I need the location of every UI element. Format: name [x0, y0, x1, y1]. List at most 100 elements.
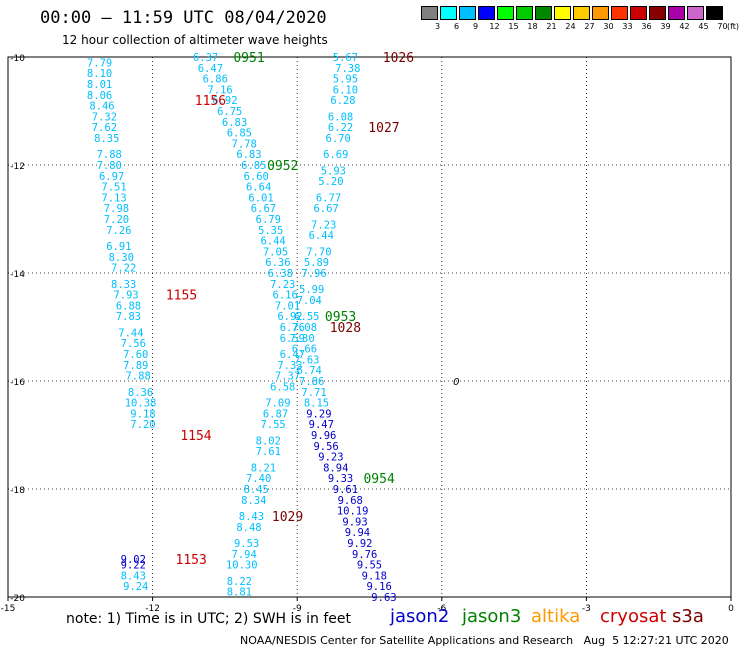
data-point-label: 7.96 [301, 268, 326, 280]
data-point-label: 7.09 [265, 398, 290, 410]
pass-time-label: 1027 [368, 121, 399, 136]
pass-time-label: 1153 [176, 553, 207, 568]
y-tick-label: -12 [10, 162, 25, 172]
data-point-label: 6.55 [294, 311, 319, 323]
data-point-label: 7.33 [277, 360, 302, 372]
colorbar-swatch [649, 6, 666, 20]
plot-frame [7, 56, 732, 598]
data-point-label: 6.64 [246, 182, 271, 194]
y-tick-label: -10 [10, 54, 25, 64]
data-point-label: 6.47 [280, 349, 305, 361]
x-tick-label: -15 [1, 604, 16, 614]
data-point-label: 5.35 [258, 225, 283, 237]
data-point-label: 10.38 [125, 398, 157, 410]
data-point-label: 7.94 [232, 549, 257, 561]
pass-time-label: 1029 [272, 510, 303, 525]
colorbar-swatch [554, 6, 571, 20]
data-point-label: 7.55 [260, 419, 285, 431]
colorbar-swatch [497, 6, 514, 20]
data-point-label: 5.67 [333, 52, 358, 64]
colorbar-label: 39 [660, 22, 671, 31]
data-point-label: 6.60 [244, 171, 269, 183]
data-point-label: 7.78 [232, 138, 257, 150]
data-point-label: 9.63 [371, 592, 396, 604]
data-point-label: 9.56 [313, 441, 338, 453]
data-point-label: 6.86 [203, 74, 228, 86]
colorbar-label: 3 [434, 22, 441, 31]
data-point-label: 5.99 [299, 284, 324, 296]
y-tick-label: -14 [10, 270, 25, 280]
data-point-label: 8.43 [239, 511, 264, 523]
data-point-label: 6.47 [198, 63, 223, 75]
data-point-label: 7.05 [263, 246, 288, 258]
data-point-label: 7.22 [111, 263, 136, 275]
data-point-label: 9.68 [338, 495, 363, 507]
data-point-label: 6.36 [265, 257, 290, 269]
data-point-label: 8.94 [323, 462, 348, 474]
colorbar-label: 15 [508, 22, 519, 31]
data-point-label: 7.60 [123, 349, 148, 361]
data-point-label: 6.92 [277, 311, 302, 323]
pass-time-label: 0951 [233, 51, 264, 66]
colorbar-label: 42 [679, 22, 690, 31]
data-point-label: 8.48 [236, 522, 261, 534]
data-point-label: 6.16 [273, 290, 298, 302]
data-point-label: 6.91 [106, 241, 131, 253]
chart-subtitle: 12 hour collection of altimeter wave hei… [62, 33, 328, 47]
data-point-label: 9.22 [121, 560, 146, 572]
data-point-label: 7.86 [299, 376, 324, 388]
data-point-label: 7.71 [301, 387, 326, 399]
colorbar-swatch [421, 6, 438, 20]
legend-entry-jason3: jason3 [462, 606, 522, 627]
data-point-label: 7.70 [306, 246, 331, 258]
data-point-label: 9.33 [328, 473, 353, 485]
data-point-label: 6.97 [99, 171, 124, 183]
colorbar-label: 70 [717, 22, 728, 31]
colorbar-label: 18 [527, 22, 538, 31]
data-point-label: 8.36 [128, 387, 153, 399]
data-point-label: 6.83 [222, 117, 247, 129]
data-point-label: 8.02 [256, 435, 281, 447]
data-point-label: 5.93 [321, 165, 346, 177]
data-point-label: 6.74 [297, 365, 322, 377]
data-point-label: 7.08 [292, 322, 317, 334]
data-point-label: 5.20 [318, 176, 343, 188]
data-point-label: 9.16 [366, 581, 391, 593]
data-point-label: 7.63 [294, 354, 319, 366]
data-point-label: 6.69 [323, 149, 348, 161]
data-point-label: 6.67 [313, 203, 338, 215]
data-point-label: 8.22 [227, 576, 252, 588]
data-point-label: 5.89 [304, 257, 329, 269]
data-point-label: 9.76 [352, 549, 377, 561]
data-point-label: 10.30 [226, 560, 258, 572]
y-tick-label: -18 [10, 486, 25, 496]
data-point-label: 6.88 [116, 300, 141, 312]
data-point-label: 6.85 [241, 160, 266, 172]
colorbar-swatch [706, 6, 723, 20]
y-tick-label: -20 [10, 594, 25, 604]
data-point-label: 6.08 [328, 111, 353, 123]
pass-time-label: 1028 [330, 321, 361, 336]
data-point-label: 10.19 [337, 506, 369, 518]
colorbar-label: 36 [641, 22, 652, 31]
data-point-label: 9.94 [345, 527, 370, 539]
data-point-label: 8.30 [109, 252, 134, 264]
data-point-label: 6.59 [280, 333, 305, 345]
data-point-label: 8.10 [87, 68, 112, 80]
pass-time-label: 0954 [363, 472, 394, 487]
colorbar-label: 27 [584, 22, 595, 31]
data-point-label: 6.22 [328, 122, 353, 134]
data-point-label: 6.67 [251, 203, 276, 215]
data-point-label: 6.85 [227, 128, 252, 140]
data-point-label: 6.79 [256, 214, 281, 226]
data-point-label: 6.37 [193, 52, 218, 64]
data-point-label: 6.76 [280, 322, 305, 334]
data-point-label: 5.95 [333, 74, 358, 86]
stray-label: 0 [453, 377, 459, 388]
data-point-label: 6.83 [236, 149, 261, 161]
y-tick-label: -16 [10, 378, 25, 388]
data-point-label: 8.21 [251, 462, 276, 474]
data-point-label: 7.20 [130, 419, 155, 431]
x-tick-label: -9 [293, 604, 302, 614]
colorbar-label: 12 [489, 22, 500, 31]
